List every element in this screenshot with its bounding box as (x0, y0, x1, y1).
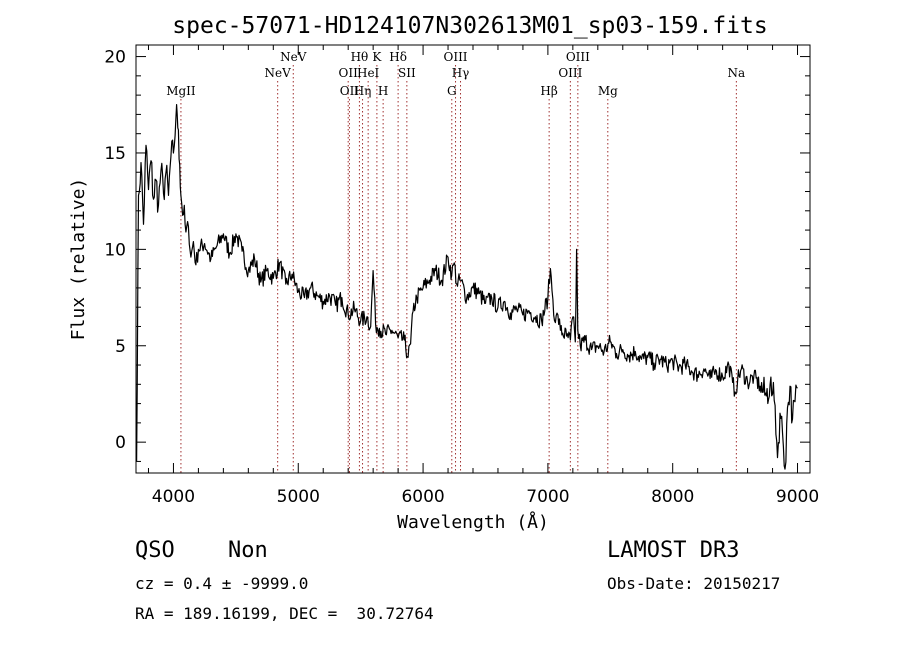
line-label-2: NeV (280, 50, 307, 64)
chart-title: spec-57071-HD124107N302613M01_sp03-159.f… (172, 13, 767, 39)
x-tick-label: 4000 (152, 487, 195, 507)
x-axis: 4000 5000 6000 7000 8000 9000 (147, 45, 819, 507)
y-tick-label: 15 (104, 144, 126, 164)
y-axis: 0 5 10 15 20 (104, 48, 810, 462)
object-class: QSO (135, 538, 175, 563)
x-tick-label: 9000 (776, 487, 819, 507)
line-label-17: OIII (566, 50, 590, 64)
line-label-5: Hθ (351, 50, 369, 64)
redshift-cz: cz = 0.4 ± -9999.0 (135, 574, 309, 593)
line-label-0: MgII (166, 84, 196, 98)
line-label-4: OII (340, 84, 360, 98)
y-axis-title: Flux (relative) (68, 178, 89, 341)
line-label-3: OII (339, 66, 359, 80)
observation-date: Obs-Date: 20150217 (607, 574, 781, 593)
y-tick-label: 20 (104, 48, 126, 68)
line-label-9: H (378, 84, 388, 98)
emission-line-labels: MgIINeVNeVOIIOIIHθHηHeIKHHδSIIGOIIIHγHβO… (166, 50, 745, 98)
x-tick-label: 5000 (277, 487, 320, 507)
x-tick-label: 6000 (401, 487, 444, 507)
line-label-16: OIII (558, 66, 582, 80)
coordinates: RA = 189.16199, DEC = 30.72764 (135, 604, 434, 623)
line-label-18: Mg (598, 84, 618, 98)
line-label-14: Hγ (452, 66, 470, 80)
spectrum-series-line (136, 104, 798, 470)
line-label-13: OIII (443, 50, 467, 64)
survey-name: LAMOST DR3 (607, 538, 740, 563)
line-label-1: NeV (265, 66, 292, 80)
line-label-12: G (447, 84, 457, 98)
line-label-6: Hη (354, 84, 372, 98)
line-label-8: K (372, 50, 382, 64)
y-tick-label: 0 (115, 433, 126, 453)
line-label-19: Na (728, 66, 746, 80)
x-tick-label: 8000 (651, 487, 694, 507)
line-label-10: Hδ (389, 50, 407, 64)
y-tick-label: 5 (115, 337, 126, 357)
x-tick-label: 7000 (526, 487, 569, 507)
y-tick-label: 10 (104, 240, 126, 260)
x-axis-title: Wavelength (Å) (397, 511, 549, 533)
plot-frame (135, 44, 811, 474)
line-label-15: Hβ (540, 84, 557, 98)
line-label-7: HeI (357, 66, 380, 80)
line-label-11: SII (398, 66, 416, 80)
object-subclass: Non (228, 538, 268, 563)
